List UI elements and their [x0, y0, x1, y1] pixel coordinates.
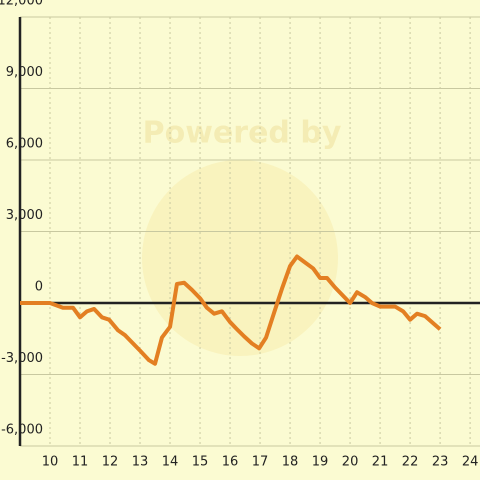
x-tick-label: 19	[312, 455, 329, 470]
data-line	[20, 254, 442, 366]
x-tick-label: 10	[42, 455, 59, 470]
y-tick-label: 6,000	[6, 137, 43, 152]
y-tick-label: -3,000	[1, 351, 43, 366]
y-tick-label: 9,000	[6, 65, 43, 80]
x-tick-label: 20	[342, 455, 359, 470]
x-tick-label: 22	[402, 455, 419, 470]
x-tick-label: 13	[132, 455, 149, 470]
watermark: Powered by	[143, 116, 342, 151]
watermark-logo	[142, 160, 338, 356]
x-tick-label: 12	[102, 455, 119, 470]
x-tick-label: 11	[72, 455, 89, 470]
x-tick-label: 14	[162, 455, 179, 470]
y-tick-label: 3,000	[6, 208, 43, 223]
x-tick-label: 21	[372, 455, 389, 470]
x-tick-label: 18	[282, 455, 299, 470]
x-tick-label: 23	[432, 455, 449, 470]
y-tick-label: 0	[35, 280, 43, 295]
x-tick-label: 17	[252, 455, 269, 470]
y-tick-label: 12,000	[0, 0, 43, 9]
x-tick-label: 16	[222, 455, 239, 470]
x-tick-label: 15	[192, 455, 209, 470]
x-tick-label: 24	[462, 455, 479, 470]
y-tick-label: -6,000	[1, 423, 43, 438]
